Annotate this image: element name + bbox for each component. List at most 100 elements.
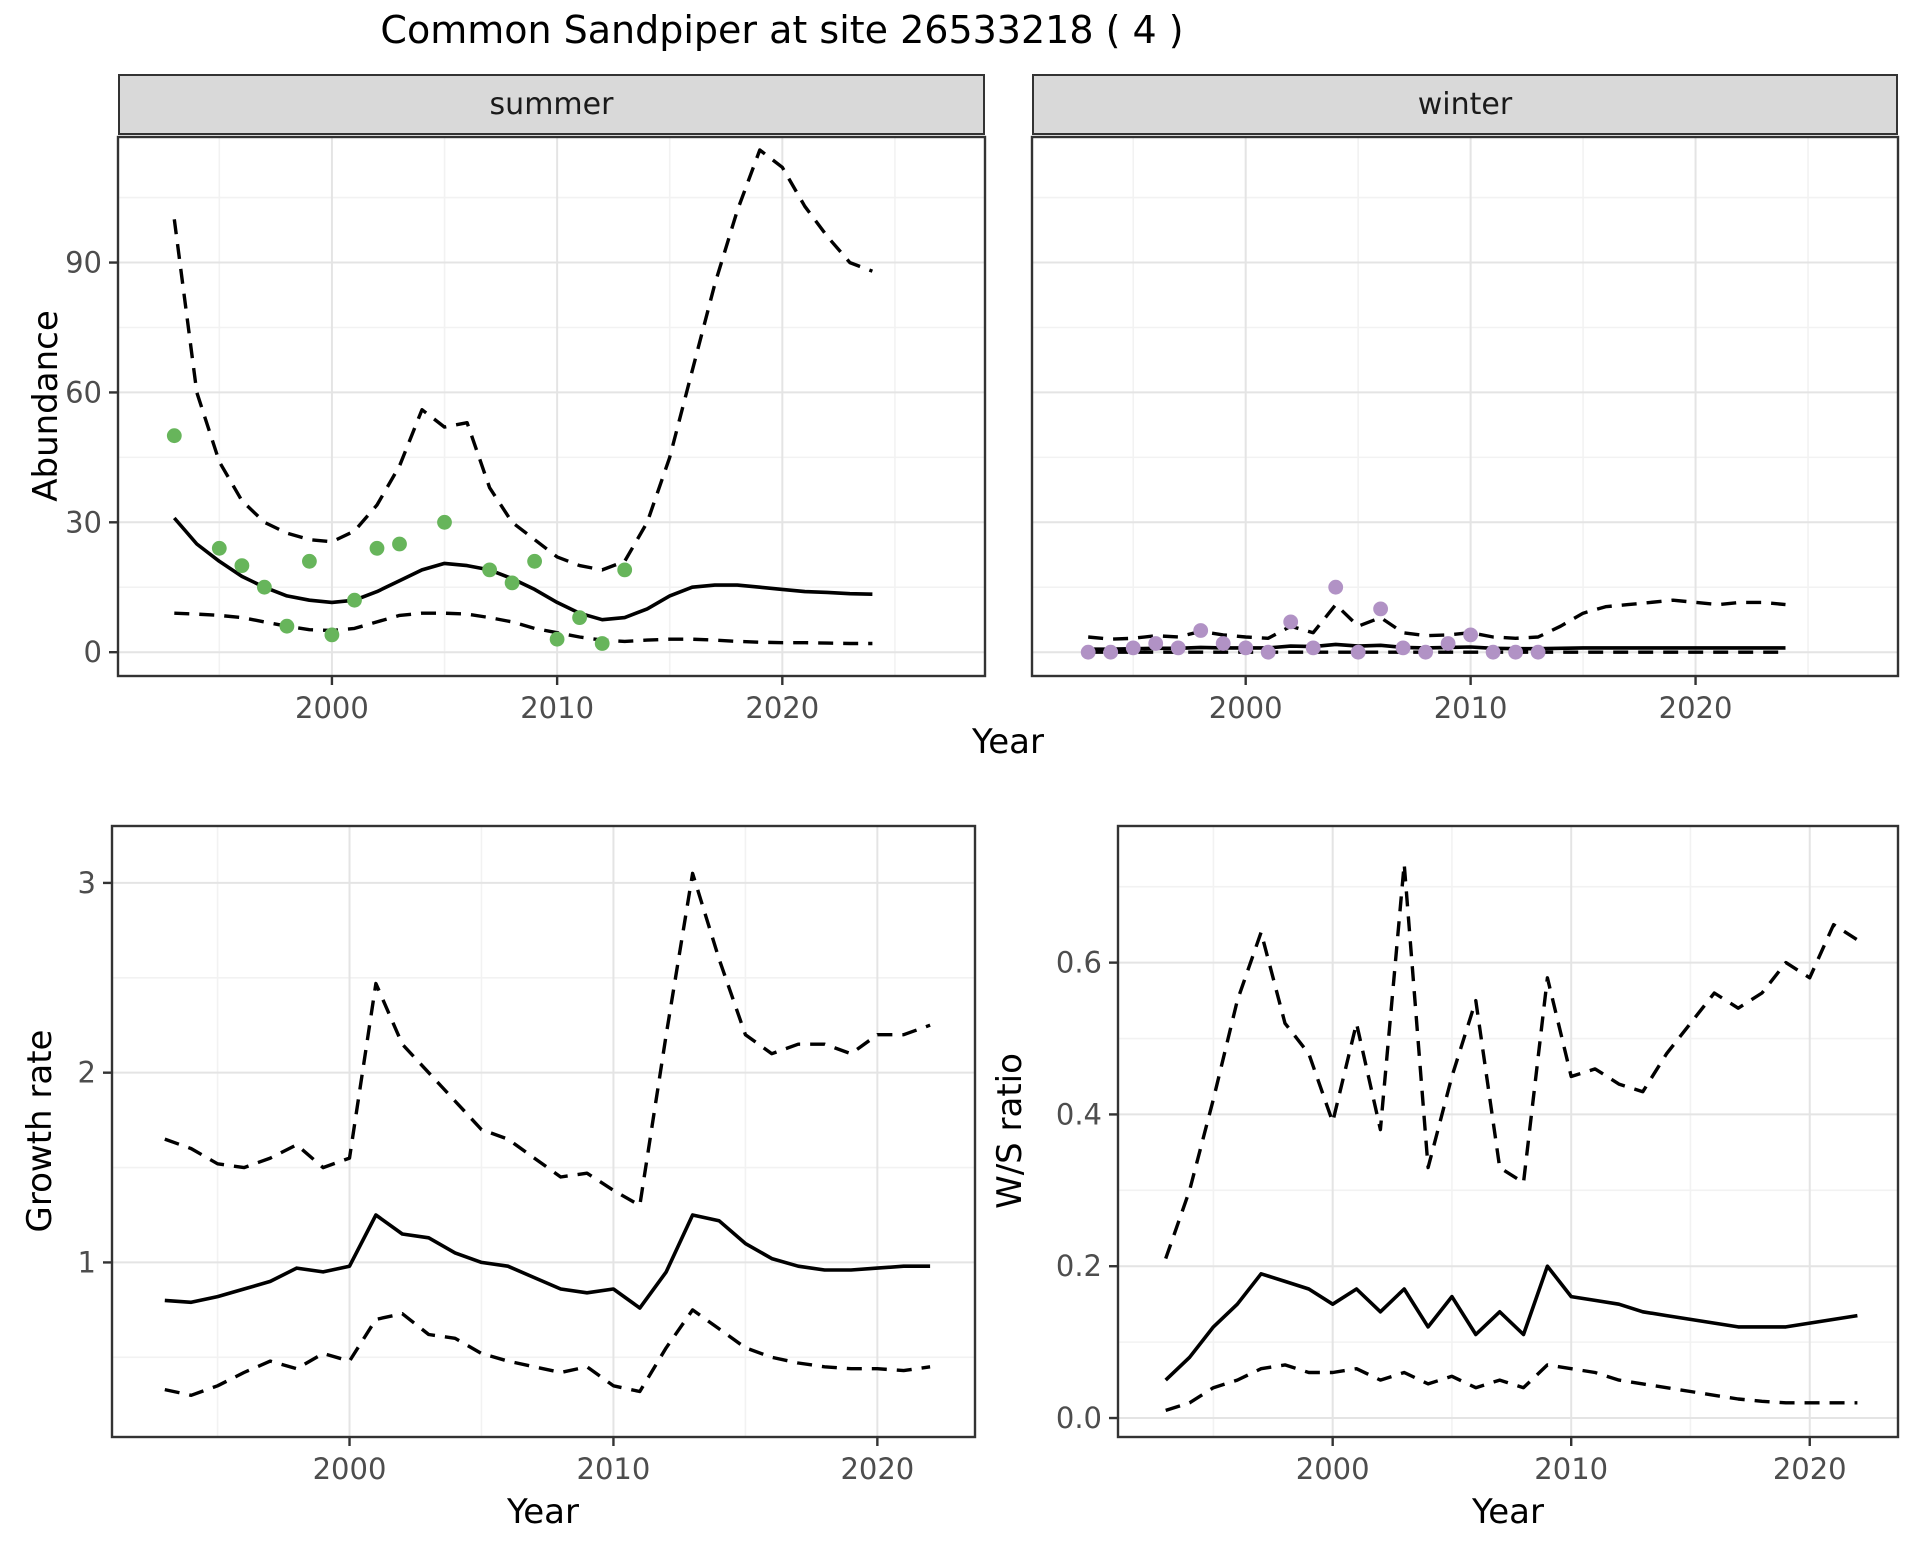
data-point bbox=[482, 562, 497, 578]
data-point bbox=[257, 579, 272, 595]
fitted-line bbox=[164, 1213, 931, 1310]
facet-strip-summer: summer bbox=[118, 74, 985, 135]
observed-points bbox=[1080, 579, 1546, 660]
y-tick-label: 0.2 bbox=[1056, 1249, 1102, 1283]
data-point bbox=[211, 540, 227, 556]
lower-ci-line bbox=[1165, 1363, 1858, 1413]
data-point bbox=[1215, 636, 1231, 651]
data-point bbox=[1463, 627, 1478, 643]
upper-ci-line bbox=[1088, 598, 1786, 641]
panel-abundance-winter: 2000 2010 2020 bbox=[1030, 135, 1900, 725]
data-point bbox=[617, 562, 633, 578]
y-tick-label: 0.0 bbox=[1056, 1401, 1102, 1435]
upper-ci-line bbox=[172, 148, 874, 572]
panel-abundance-summer: 2000 2010 2020 0 30 60 90 bbox=[65, 135, 987, 725]
y-tick-label: 60 bbox=[65, 375, 102, 409]
panel-border bbox=[110, 824, 977, 1439]
y-tick-label: 2 bbox=[78, 1056, 96, 1090]
data-point bbox=[1485, 644, 1501, 660]
x-tick-label: 2020 bbox=[1659, 691, 1733, 725]
y-tick-label: 3 bbox=[78, 866, 96, 900]
gridlines bbox=[1118, 826, 1898, 1437]
facet-strip-summer-label: summer bbox=[489, 87, 614, 122]
data-point bbox=[1125, 640, 1141, 656]
x-axis-ticks: 2000 2010 2020 bbox=[1209, 676, 1733, 725]
lower-ci-line bbox=[174, 611, 873, 646]
x-tick-label: 2000 bbox=[313, 1452, 387, 1486]
y-axis-ticks: 1 2 3 bbox=[78, 866, 112, 1279]
data-point bbox=[1440, 636, 1456, 651]
x-tick-label: 2020 bbox=[1773, 1452, 1847, 1486]
x-axis-ticks: 2000 2010 2020 bbox=[313, 1437, 914, 1486]
data-point bbox=[1508, 644, 1523, 660]
y-axis-ticks: 0 30 60 90 bbox=[65, 246, 118, 669]
facet-strip-winter-label: winter bbox=[1417, 87, 1513, 122]
x-axis-title-year-ws: Year bbox=[1472, 1492, 1544, 1532]
data-point bbox=[324, 627, 340, 643]
data-point bbox=[594, 636, 610, 651]
upper-ci-line bbox=[164, 871, 931, 1208]
fitted-line bbox=[172, 516, 873, 622]
data-point bbox=[1260, 644, 1276, 660]
y-axis-title-abundance: Abundance bbox=[26, 310, 66, 502]
data-point bbox=[234, 558, 250, 573]
x-axis-title-year-growth: Year bbox=[507, 1492, 579, 1532]
panel-ws-ratio: 2000 2010 2020 0.0 0.2 0.4 0.6 bbox=[1056, 824, 1900, 1486]
data-point bbox=[437, 514, 452, 530]
x-axis-ticks: 2000 2010 2020 bbox=[295, 676, 819, 725]
lower-ci-line bbox=[164, 1308, 931, 1398]
data-point bbox=[392, 536, 407, 552]
data-point bbox=[1103, 644, 1119, 660]
upper-ci-line bbox=[1164, 862, 1859, 1260]
y-tick-label: 90 bbox=[65, 246, 102, 280]
data-point bbox=[1328, 579, 1344, 595]
panel-border bbox=[116, 135, 987, 678]
data-point bbox=[1193, 623, 1209, 638]
x-tick-label: 2020 bbox=[745, 691, 819, 725]
x-tick-label: 2000 bbox=[1209, 691, 1283, 725]
data-point bbox=[166, 428, 182, 444]
data-point bbox=[347, 592, 362, 608]
panel-border bbox=[1116, 824, 1900, 1439]
data-point bbox=[1305, 640, 1321, 656]
data-point bbox=[1395, 640, 1411, 656]
data-point bbox=[302, 553, 317, 569]
x-tick-label: 2010 bbox=[577, 1452, 651, 1486]
data-point bbox=[1148, 636, 1164, 651]
x-tick-label: 2010 bbox=[1434, 691, 1508, 725]
data-point bbox=[549, 631, 565, 647]
data-point bbox=[527, 553, 542, 569]
data-point bbox=[1530, 644, 1546, 660]
data-point bbox=[1238, 640, 1254, 656]
x-axis-ticks: 2000 2010 2020 bbox=[1296, 1437, 1847, 1486]
x-axis-title-year-top: Year bbox=[972, 722, 1044, 762]
data-point bbox=[369, 540, 385, 556]
data-point bbox=[1350, 644, 1366, 660]
data-point bbox=[504, 575, 520, 591]
page-title: Common Sandpiper at site 26533218 ( 4 ) bbox=[380, 8, 1184, 52]
data-point bbox=[1283, 614, 1299, 630]
x-tick-label: 2010 bbox=[1534, 1452, 1608, 1486]
y-axis-ticks: 0.0 0.2 0.4 0.6 bbox=[1056, 946, 1118, 1435]
gridlines bbox=[112, 826, 975, 1437]
fitted-line bbox=[1088, 642, 1786, 652]
data-point bbox=[1170, 640, 1186, 656]
y-axis-title-growth-rate: Growth rate bbox=[20, 1029, 60, 1233]
x-tick-label: 2020 bbox=[840, 1452, 914, 1486]
y-axis-title-ws-ratio: W/S ratio bbox=[990, 1053, 1030, 1209]
gridlines bbox=[118, 137, 985, 676]
y-tick-label: 30 bbox=[65, 505, 102, 539]
data-point bbox=[572, 610, 587, 625]
data-point bbox=[279, 618, 295, 634]
x-tick-label: 2000 bbox=[1296, 1452, 1370, 1486]
y-tick-label: 0.6 bbox=[1056, 946, 1102, 980]
panel-border bbox=[1030, 135, 1900, 678]
x-tick-label: 2010 bbox=[520, 691, 594, 725]
panel-growth-rate: 2000 2010 2020 1 2 3 bbox=[78, 824, 977, 1486]
y-tick-label: 1 bbox=[78, 1245, 96, 1279]
observed-points bbox=[166, 428, 633, 651]
y-tick-label: 0.4 bbox=[1056, 1097, 1102, 1131]
data-point bbox=[1373, 601, 1388, 617]
